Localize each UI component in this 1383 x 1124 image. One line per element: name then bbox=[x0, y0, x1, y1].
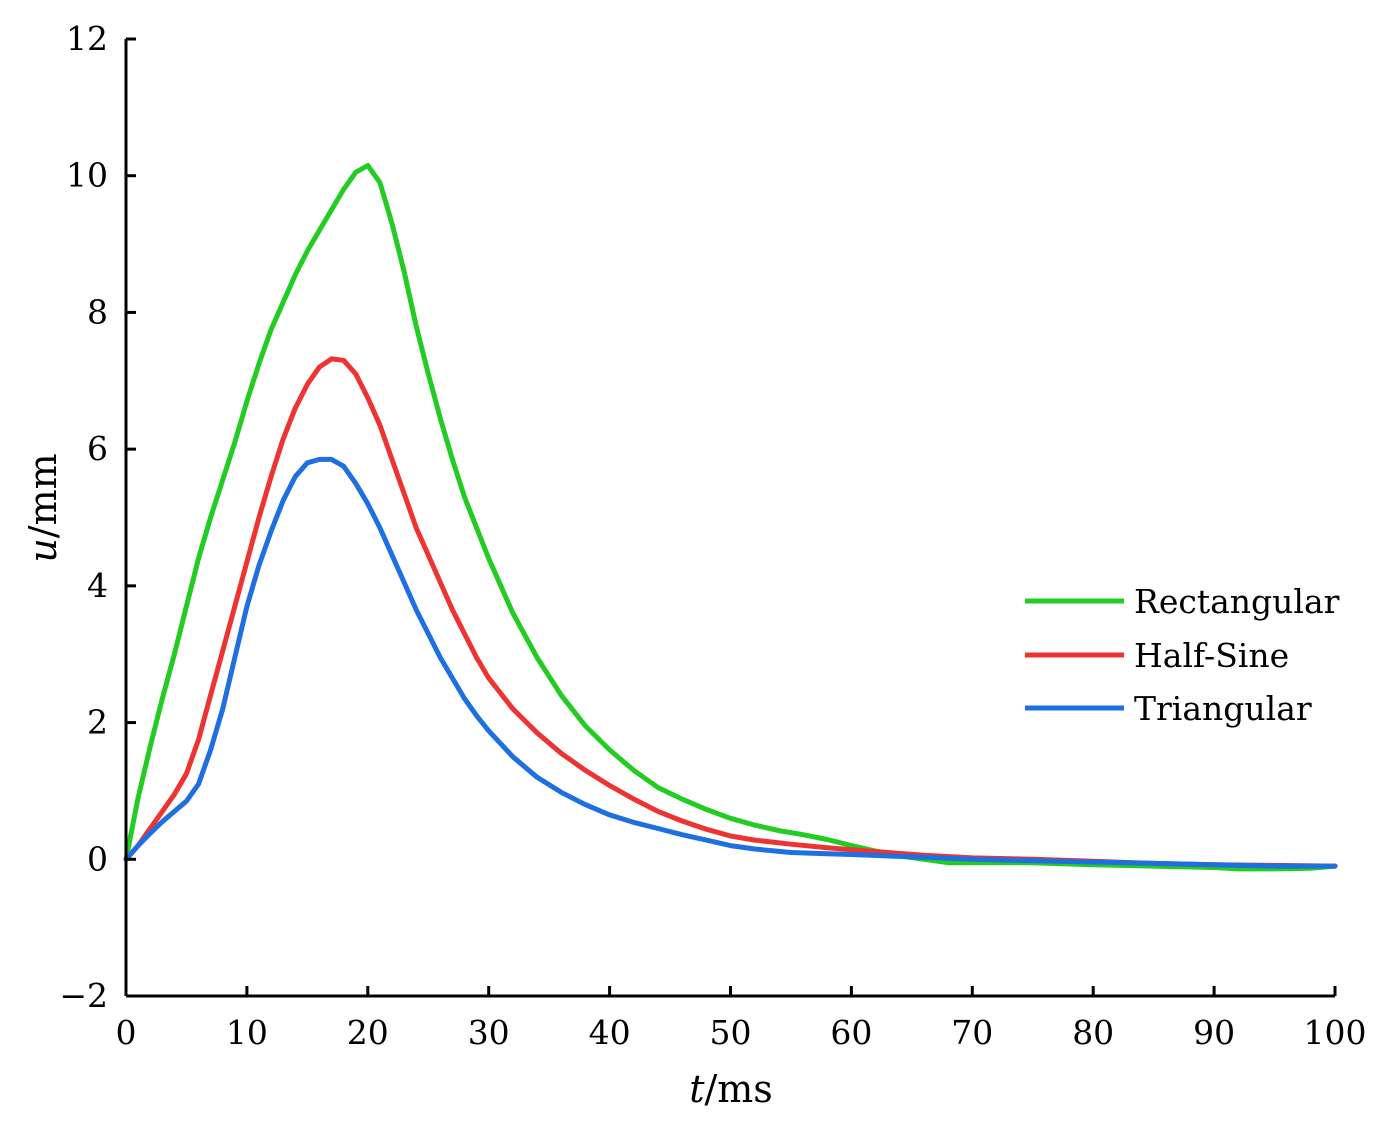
x-axis-title: t/ms bbox=[689, 1067, 773, 1111]
y-tick-label-0: 0 bbox=[87, 839, 108, 878]
y-tick-label-6: 6 bbox=[87, 429, 108, 468]
x-tick-label-10: 10 bbox=[226, 1013, 268, 1052]
y-tick-label-4: 4 bbox=[87, 566, 108, 605]
legend-label-triangular: Triangular bbox=[1134, 689, 1312, 728]
series-line-half-sine bbox=[123, 356, 1338, 869]
x-tick-label-40: 40 bbox=[589, 1013, 631, 1052]
y-axis-title: u/mm bbox=[21, 453, 65, 562]
y-tick-label-10: 10 bbox=[66, 156, 108, 195]
y-axis-variable: u bbox=[21, 538, 65, 562]
x-tick-label-20: 20 bbox=[347, 1013, 389, 1052]
y-tick-label-12: 12 bbox=[66, 19, 108, 58]
x-tick-label-30: 30 bbox=[468, 1013, 510, 1052]
x-axis-variable: t bbox=[689, 1067, 705, 1111]
x-axis-unit: /ms bbox=[704, 1067, 772, 1111]
legend-label-rectangular: Rectangular bbox=[1134, 582, 1340, 621]
y-axis-unit: /mm bbox=[21, 453, 65, 538]
x-tick-label-90: 90 bbox=[1193, 1013, 1235, 1052]
legend: Rectangular Half-Sine Triangular bbox=[1025, 582, 1340, 728]
y-tick-label-2: 2 bbox=[87, 703, 108, 742]
x-tick-label-80: 80 bbox=[1072, 1013, 1114, 1052]
x-tick-label-0: 0 bbox=[116, 1013, 137, 1052]
series-line-triangular bbox=[123, 456, 1338, 869]
x-tick-label-70: 70 bbox=[951, 1013, 993, 1052]
y-tick-label--2: −2 bbox=[59, 976, 108, 1015]
tick-marks bbox=[124, 37, 1337, 998]
x-tick-label-50: 50 bbox=[710, 1013, 752, 1052]
series-layer bbox=[123, 163, 1338, 872]
x-tick-label-100: 100 bbox=[1304, 1013, 1367, 1052]
legend-label-half-sine: Half-Sine bbox=[1134, 636, 1289, 675]
series-line-rectangular bbox=[123, 163, 1338, 872]
y-tick-label-8: 8 bbox=[87, 292, 108, 331]
axes bbox=[124, 39, 1335, 998]
x-tick-label-60: 60 bbox=[830, 1013, 872, 1052]
